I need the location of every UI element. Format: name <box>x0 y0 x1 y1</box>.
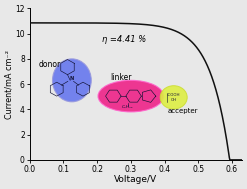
Ellipse shape <box>98 80 164 112</box>
Text: accepter: accepter <box>168 108 198 114</box>
Text: OH: OH <box>171 98 177 102</box>
Text: C₆H₁₃: C₆H₁₃ <box>122 105 133 109</box>
Ellipse shape <box>160 86 187 109</box>
Text: linker: linker <box>110 73 131 82</box>
Text: N: N <box>70 76 74 81</box>
Text: -COOH: -COOH <box>167 93 181 97</box>
Text: η =4.41 %: η =4.41 % <box>102 36 146 44</box>
X-axis label: Voltage/V: Voltage/V <box>114 175 158 184</box>
Text: donor: donor <box>39 60 61 69</box>
Y-axis label: Current/mA cm⁻²: Current/mA cm⁻² <box>5 50 14 119</box>
Ellipse shape <box>53 59 91 102</box>
